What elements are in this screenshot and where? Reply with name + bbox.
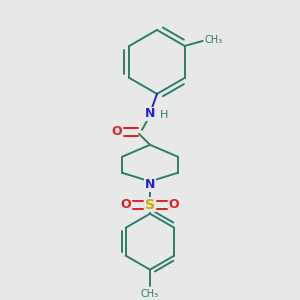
Text: CH₃: CH₃ (205, 35, 223, 45)
Text: CH₃: CH₃ (141, 289, 159, 298)
Text: N: N (145, 107, 155, 120)
Text: H: H (160, 110, 168, 120)
Text: O: O (121, 198, 131, 211)
Text: S: S (145, 198, 155, 212)
Text: O: O (112, 125, 122, 138)
Text: N: N (145, 178, 155, 191)
Text: O: O (169, 198, 179, 211)
